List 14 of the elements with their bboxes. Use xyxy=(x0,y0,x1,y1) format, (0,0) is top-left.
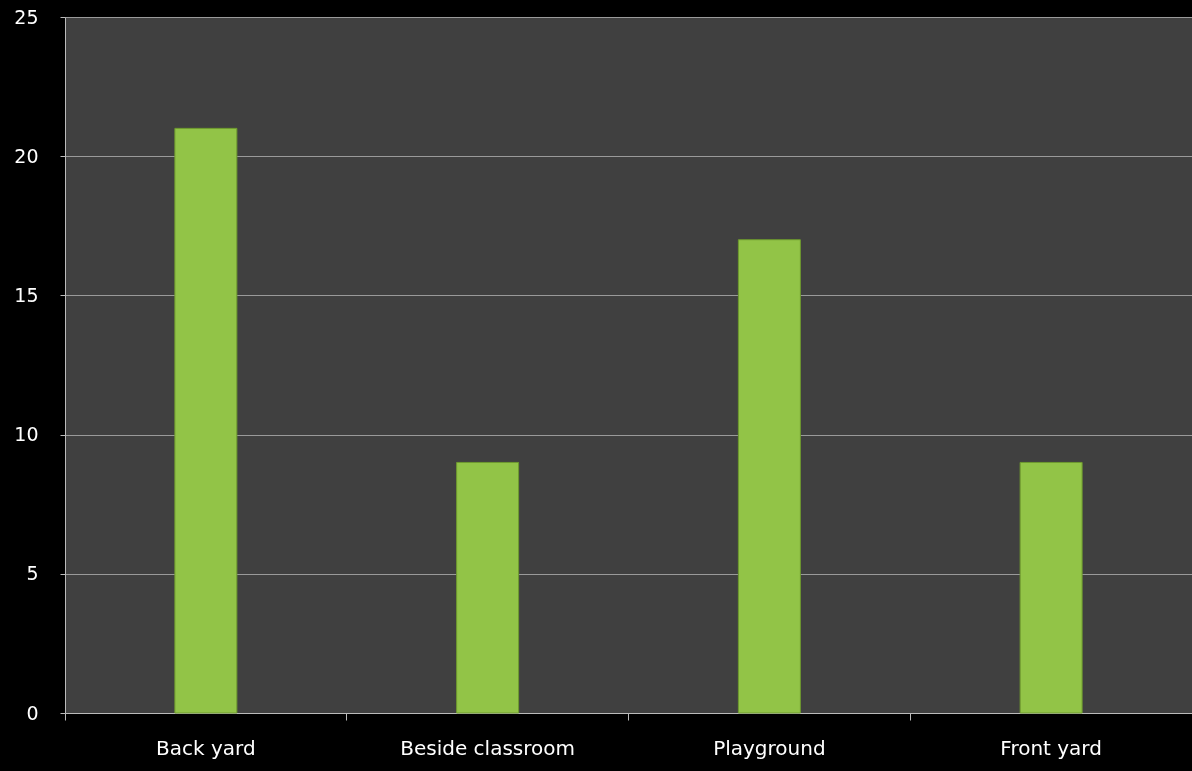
y-tick-label: 0 xyxy=(26,701,39,724)
y-tick-label: 25 xyxy=(14,5,39,28)
bar xyxy=(456,461,520,714)
y-tick-label: 5 xyxy=(26,562,39,585)
y-tick-label: 15 xyxy=(14,283,39,306)
y-tick-label: 20 xyxy=(14,144,39,167)
bar xyxy=(1019,461,1083,714)
x-tick-label: Playground xyxy=(713,735,826,760)
x-tick-label: Beside classroom xyxy=(400,735,575,760)
y-tick-label: 10 xyxy=(14,423,39,446)
x-tick-label: Back yard xyxy=(156,735,256,760)
x-tick-label: Front yard xyxy=(1000,735,1102,760)
bar xyxy=(174,127,238,714)
bar xyxy=(737,239,801,714)
